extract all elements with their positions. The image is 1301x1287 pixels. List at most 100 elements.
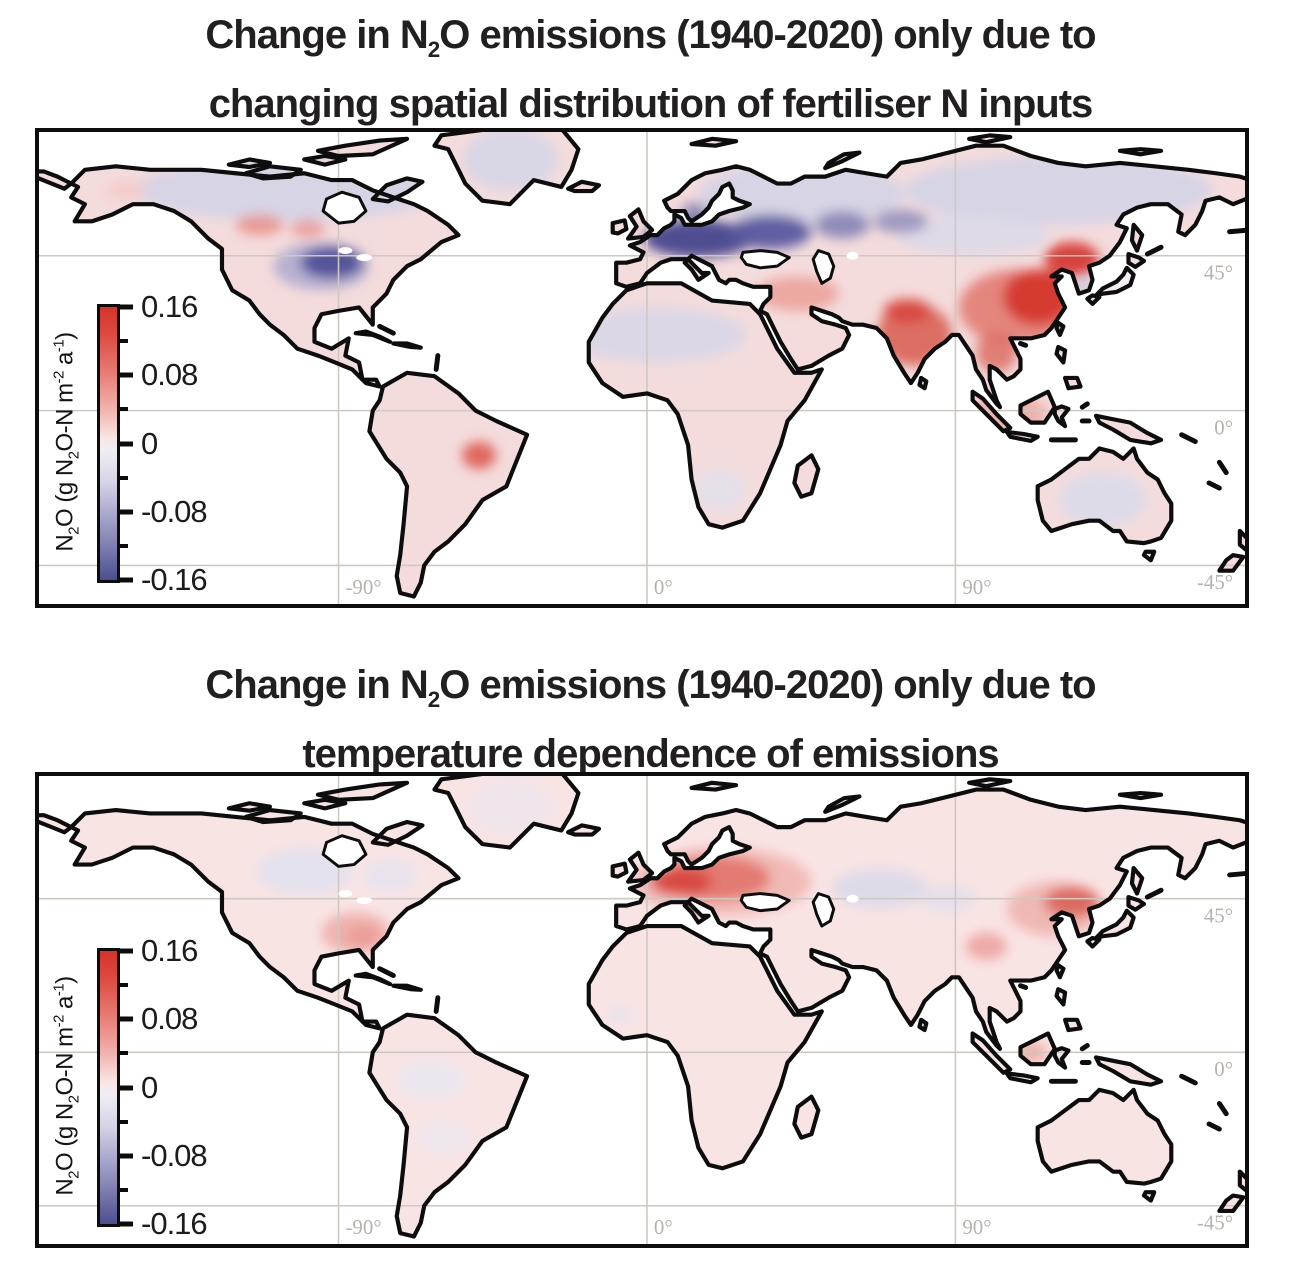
coast-new-siberian-islands <box>1117 790 1164 801</box>
coast-honshu <box>1093 265 1136 298</box>
colorbar-major-tick <box>120 304 133 310</box>
coast-kyushu-shikoku <box>1085 935 1102 949</box>
region-west-africa-lavender <box>605 1006 634 1024</box>
coast-madagascar <box>792 1094 821 1140</box>
colorbar-ticks: 0.16 0.08 0 -0.08 -0.16 <box>61 933 301 1241</box>
coast-ellesmere <box>315 136 410 159</box>
coast-taiwan <box>1054 320 1066 338</box>
coast-australia <box>1035 446 1174 546</box>
coast-sulawesi <box>1052 404 1071 429</box>
coast-nz-south-island <box>1217 1193 1245 1214</box>
coast-madagascar <box>792 453 821 499</box>
coast-borneo <box>1018 389 1057 425</box>
coast-victoria-island <box>243 164 303 181</box>
region-ural-purple <box>814 211 870 239</box>
islands-solomon-islands <box>1179 1073 1198 1086</box>
region-alaska-pink-spot <box>105 180 147 201</box>
islands-lesser-antilles <box>433 995 441 1014</box>
colorbar: N2O (g N2O-N m-2 a-1) 0.16 0.08 0 -0.08 -0.1… <box>52 289 301 597</box>
coast-sulawesi <box>1052 1046 1071 1070</box>
coast-nz-north-island <box>1237 528 1245 552</box>
land-ellesmere <box>317 782 408 800</box>
coast-sakhalin <box>1129 865 1145 896</box>
region-canada-east-lavender <box>362 857 418 893</box>
islands-hainan <box>1018 983 1029 990</box>
longitude-label: 0° <box>654 1217 673 1239</box>
longitude-label: -90° <box>345 575 381 599</box>
region-india-core-red <box>883 298 932 323</box>
title-text-pre: Change in N <box>205 13 428 57</box>
land-new-guinea <box>1095 415 1162 444</box>
coast-novaya-zemlya <box>823 150 862 171</box>
coast-cuba <box>353 971 393 987</box>
island-chains <box>377 227 1245 491</box>
islands-kuril-islands <box>1144 244 1164 257</box>
title-subscript: 2 <box>427 687 440 712</box>
title-line-1: Change in N2O emissions (1940-2020) only… <box>0 658 1301 727</box>
coast-svalbard <box>689 780 739 792</box>
longitude-label: 90° <box>962 575 991 599</box>
coast-greenland <box>432 776 581 850</box>
coast-borneo <box>1018 1031 1057 1067</box>
coast-taiwan <box>1054 963 1066 980</box>
coast-sri-lanka <box>917 1017 929 1033</box>
islands-aleutians <box>1227 871 1245 878</box>
colorbar-tick-label: -0.08 <box>141 1137 208 1173</box>
coast-java <box>1004 429 1040 443</box>
coast-iceland <box>566 823 602 837</box>
coast-luzon <box>1054 344 1068 365</box>
coast-svalbard <box>689 136 739 148</box>
sea-black-sea <box>739 249 791 270</box>
land-north-america <box>71 166 459 387</box>
colorbar-minor-tick <box>120 475 128 480</box>
coast-ireland <box>610 218 629 236</box>
colorbar-minor-tick <box>120 1119 128 1124</box>
colorbar-tick-label: -0.16 <box>141 1206 208 1241</box>
colorbar-minor-tick <box>120 339 128 344</box>
islands-kuril-islands <box>1144 887 1164 900</box>
coast-greenland <box>432 132 581 207</box>
land-new-guinea <box>1095 1057 1162 1085</box>
title-subscript: 2 <box>427 37 440 62</box>
lake-lake-superior <box>338 247 353 255</box>
sea-black-sea <box>739 892 791 913</box>
axis-labels: 45° 0° -45° -90° 0° 90° <box>345 905 1233 1239</box>
latitude-label: 0° <box>1214 1059 1233 1081</box>
title-line-2: temperature dependence of emissions <box>302 732 999 776</box>
islands-vanuatu <box>1216 1101 1229 1117</box>
coast-java <box>1004 1071 1040 1085</box>
coast-south-america <box>367 1012 530 1239</box>
lake-aral-sea <box>846 894 859 903</box>
coast-great-britain <box>626 850 655 884</box>
region-west-siberia-purple <box>873 209 929 234</box>
colorbar-major-tick <box>120 372 133 378</box>
colorbar-major-tick <box>120 1016 133 1022</box>
coast-mindanao <box>1063 1017 1083 1033</box>
colorbar-tick-label: 0.08 <box>141 1001 198 1037</box>
coast-severnaya-zemlya <box>967 133 1013 145</box>
coast-hispaniola <box>391 983 423 992</box>
sea-hudson-bay <box>321 834 368 868</box>
colorbar-major-tick <box>120 1085 133 1090</box>
region-us-midwest-core <box>300 247 363 279</box>
coast-luzon <box>1054 987 1068 1007</box>
islands-bahamas <box>377 323 396 336</box>
coast-nz-south-island <box>1217 553 1245 573</box>
colorbar-tick-label: -0.08 <box>141 493 208 529</box>
region-australia-lavender <box>1058 472 1148 528</box>
colorbar: N2O (g N2O-N m-2 a-1) 0.16 0.08 0 -0.08 -0.1… <box>52 933 301 1241</box>
coast-arctic-islands-small <box>302 797 348 811</box>
colorbar-major-tick <box>120 948 133 954</box>
colorbar-gradient-bar <box>97 948 120 1227</box>
coast-new-guinea <box>1093 1055 1164 1087</box>
region-sahara-lavender <box>568 307 747 363</box>
region-south-america-north-lavender <box>396 1059 466 1101</box>
inland-seas <box>321 834 859 928</box>
sea-caspian-sea <box>811 249 836 285</box>
island-chains <box>377 871 1245 1132</box>
region-eurasia-arctic-band-west <box>698 162 905 225</box>
coast-australia <box>1035 1087 1174 1186</box>
coast-north-america <box>69 164 461 389</box>
colorbar-minor-tick <box>120 1187 128 1192</box>
